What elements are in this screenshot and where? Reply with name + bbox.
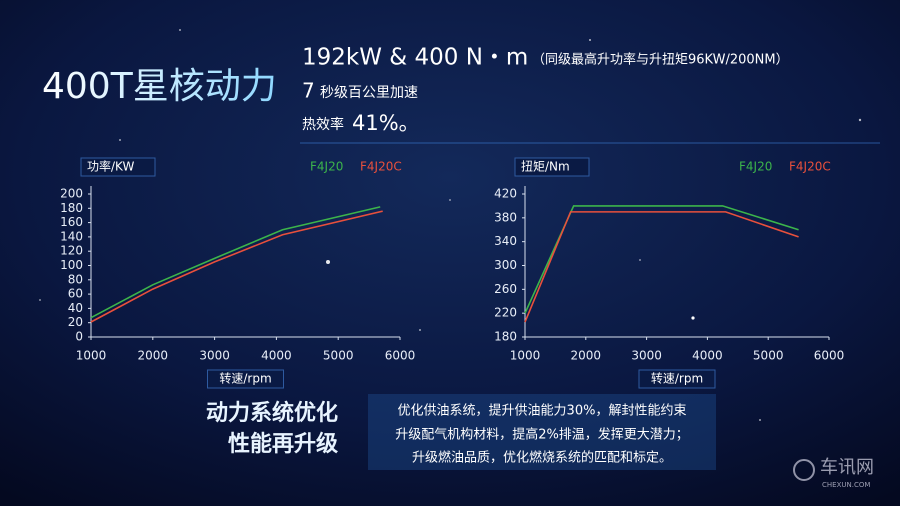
title: 400T星核动力 — [42, 66, 277, 107]
y-label-box — [80, 157, 156, 177]
y-tick-label: 60 — [68, 287, 83, 301]
x-tick-label: 4000 — [261, 349, 292, 363]
y-label: 扭矩/Nm — [521, 160, 570, 174]
y-tick-label: 20 — [68, 315, 83, 329]
y-tick-label: 0 — [75, 330, 83, 344]
x-tick-label: 1000 — [510, 349, 541, 363]
legend-entry: F4J20C — [360, 160, 402, 174]
x-tick-label: 2000 — [571, 349, 602, 363]
y-label-box — [514, 157, 590, 177]
x-tick-label: 3000 — [631, 349, 662, 363]
y-tick-label: 300 — [494, 258, 517, 272]
x-tick-label: 5000 — [323, 349, 354, 363]
watermark: 车讯网 — [820, 457, 874, 478]
data-line — [524, 211, 799, 323]
headline: 192kW & 400 N・m — [302, 45, 528, 71]
y-label: 功率/KW — [87, 159, 134, 174]
x-label: 转速/rpm — [219, 371, 271, 386]
x-tick-label: 6000 — [385, 349, 416, 363]
data-line — [524, 205, 799, 314]
y-tick-label: 340 — [494, 234, 517, 248]
y-tick-label: 180 — [60, 201, 83, 215]
stars — [39, 29, 862, 451]
data-line — [90, 210, 383, 323]
y-tick-label: 380 — [494, 210, 517, 224]
y-tick-label: 420 — [494, 187, 517, 201]
accel-number: 7 — [302, 79, 315, 103]
slogan: 性能再升级 — [228, 431, 338, 457]
y-tick-label: 180 — [494, 330, 517, 344]
headline-note: （同级最高升功率与升扭矩96KW/200NM） — [532, 52, 789, 68]
y-tick-label: 260 — [494, 282, 517, 296]
watermark-sub: CHEXUN.COM — [822, 481, 870, 489]
body-line: 升级燃油品质，优化燃烧系统的匹配和标定。 — [412, 450, 672, 466]
x-label-box — [207, 369, 284, 389]
x-tick-label: 2000 — [138, 349, 169, 363]
y-tick-label: 200 — [60, 187, 83, 201]
slogan: 动力系统优化 — [206, 400, 338, 426]
y-tick-label: 120 — [60, 244, 83, 258]
x-tick-label: 1000 — [76, 349, 107, 363]
efficiency-label: 热效率 — [302, 116, 344, 133]
accel-text: 秒级百公里加速 — [320, 85, 418, 101]
y-tick-label: 80 — [68, 272, 83, 286]
y-tick-label: 140 — [60, 229, 83, 243]
body-line: 升级配气机构材料，提高2%排温，发挥更大潜力； — [395, 427, 689, 443]
y-tick-label: 220 — [494, 306, 517, 320]
efficiency-value: 41%。 — [352, 111, 420, 135]
x-label-box — [638, 369, 716, 389]
x-label: 转速/rpm — [651, 371, 703, 386]
body-box — [368, 394, 716, 470]
x-tick-label: 6000 — [814, 349, 845, 363]
legend-entry: F4J20 — [739, 160, 772, 174]
legend-entry: F4J20C — [789, 160, 831, 174]
x-tick-label: 3000 — [199, 349, 230, 363]
data-line — [90, 206, 381, 319]
watermark-icon — [793, 459, 815, 481]
body-line: 优化供油系统，提升供油能力30%，解封性能约束 — [398, 403, 687, 419]
y-tick-label: 160 — [60, 215, 83, 229]
x-tick-label: 5000 — [753, 349, 784, 363]
legend-entry: F4J20 — [310, 160, 343, 174]
y-tick-label: 100 — [60, 258, 83, 272]
y-tick-label: 40 — [68, 301, 83, 315]
x-tick-label: 4000 — [692, 349, 723, 363]
